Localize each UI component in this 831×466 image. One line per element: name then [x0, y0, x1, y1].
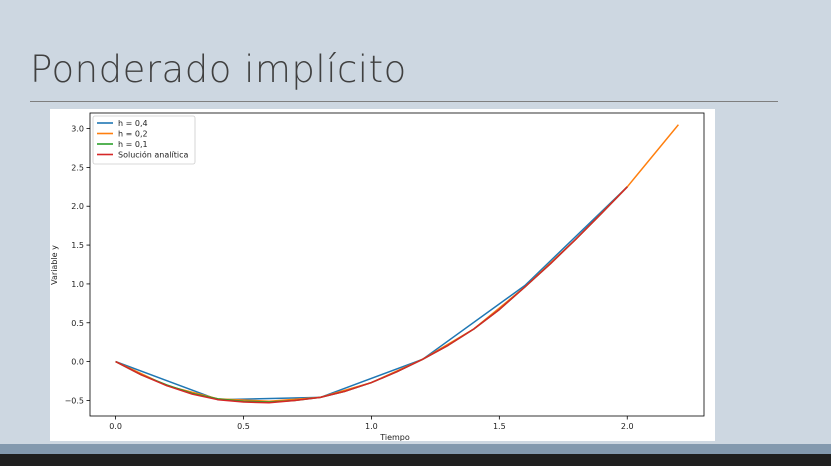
legend-box: [92, 115, 196, 165]
line-chart: 0.0 0.5 1.0 1.5 2.0 −0.5 0.0 0.5 1.0 1.5 2.0 2.5 3.0…: [50, 112, 705, 441]
series-line-1: [115, 186, 628, 401]
legend-label: h = 0,2: [118, 130, 148, 139]
chart-panel: 0.0 0.5 1.0 1.5 2.0 −0.5 0.0 0.5 1.0 1.5 2.0 2.5 3.0…: [50, 109, 715, 441]
y-tick-label: −0.5: [65, 396, 84, 405]
legend-label: h = 0,1: [118, 140, 148, 149]
slide-title: Ponderado implícito: [30, 48, 407, 91]
x-tick-label: 1.5: [493, 422, 506, 431]
title-divider: [30, 101, 778, 102]
series-line-4: [115, 186, 628, 404]
y-tick-label: 0.0: [71, 358, 84, 367]
footer-dark-bar: [0, 454, 831, 466]
y-tick-label: 2.0: [71, 202, 84, 211]
y-axis-label: Variable y: [50, 245, 59, 285]
x-tick-label: 2.0: [621, 422, 634, 431]
legend-label: h = 0,4: [118, 119, 148, 128]
y-tick-label: 0.5: [71, 319, 84, 328]
x-axis-label: Tiempo: [379, 433, 410, 441]
y-tick-label: 3.0: [71, 125, 84, 134]
x-tick-label: 0.5: [237, 422, 250, 431]
y-tick-label: 1.5: [71, 241, 84, 250]
y-tick-label: 1.0: [71, 280, 84, 289]
x-tick-label: 0.0: [109, 422, 122, 431]
x-tick-label: 1.0: [365, 422, 378, 431]
legend-label: Solución analítica: [118, 150, 188, 160]
footer-accent-bar: [0, 444, 831, 454]
y-tick-label: 2.5: [71, 163, 84, 172]
